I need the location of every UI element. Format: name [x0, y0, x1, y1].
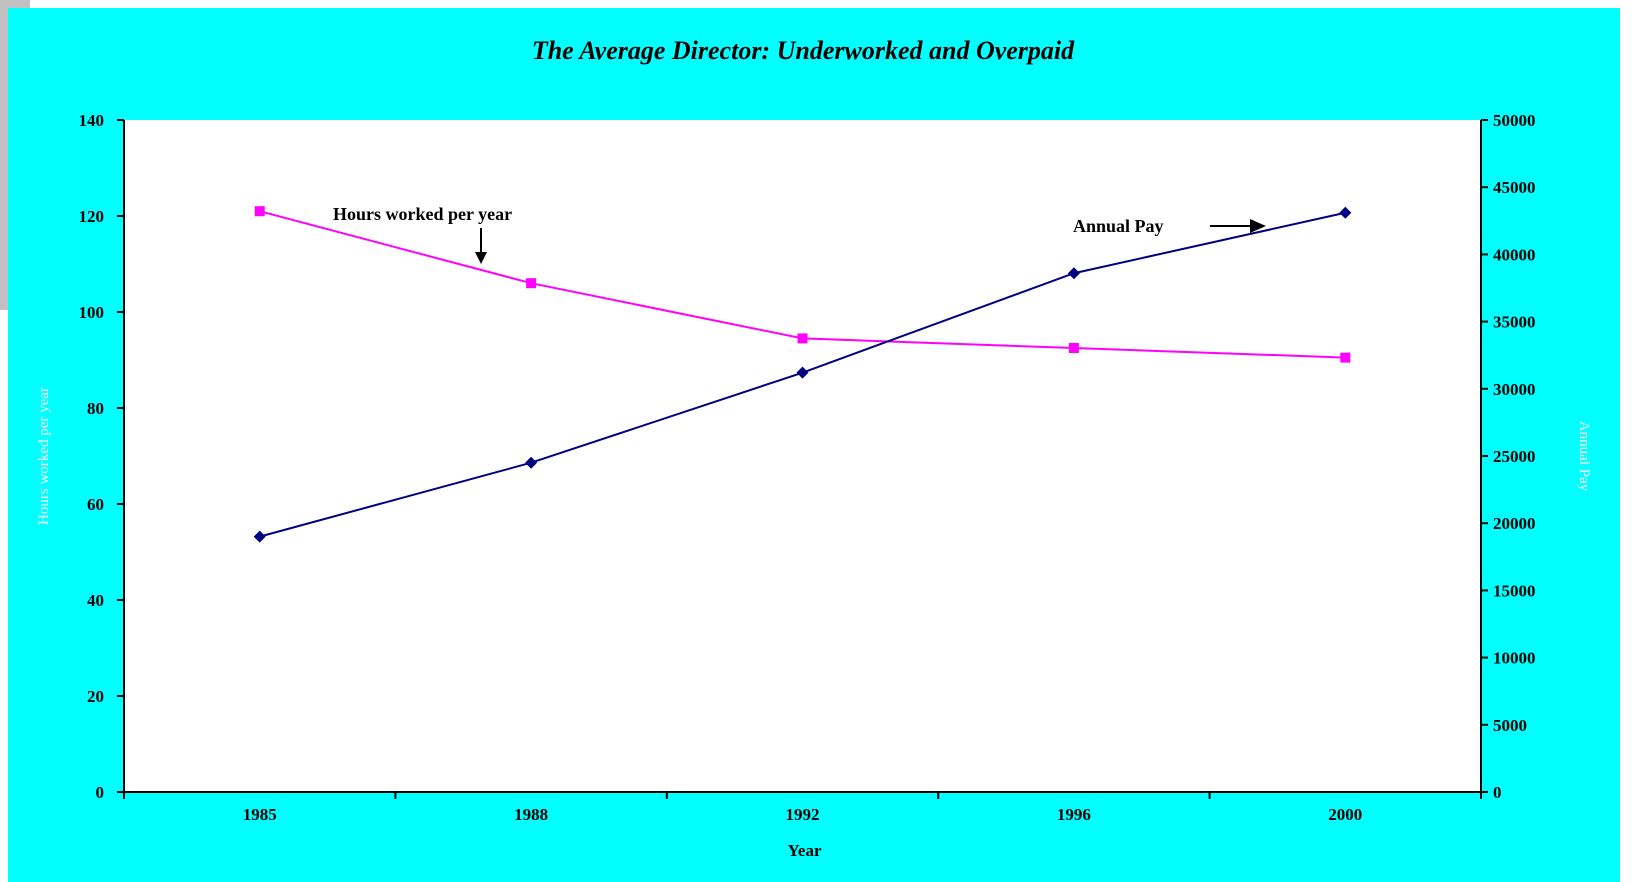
- right-tick-label: 30000: [1493, 380, 1536, 399]
- series-point-pay: [1067, 267, 1080, 280]
- annotation-pay: Annual Pay: [1073, 216, 1164, 236]
- right-tick-label: 10000: [1493, 649, 1536, 668]
- right-tick-label: 20000: [1493, 514, 1536, 533]
- series-point-pay: [253, 530, 266, 543]
- right-axis-label: Annual Pay: [1576, 421, 1592, 492]
- right-tick-label: 35000: [1493, 313, 1536, 332]
- series-point-pay: [796, 366, 809, 379]
- annotation-hours-arrowhead: [475, 252, 487, 264]
- left-tick-label: 60: [87, 495, 104, 514]
- right-tick-label: 15000: [1493, 581, 1536, 600]
- left-axis-label: Hours worked per year: [36, 387, 52, 525]
- x-axis-label: Year: [788, 841, 822, 860]
- left-tick-label: 20: [87, 687, 104, 706]
- left-tick-label: 80: [87, 399, 104, 418]
- annotation-pay-arrowhead: [1250, 219, 1266, 233]
- annotation-hours: Hours worked per year: [333, 204, 512, 224]
- left-tick-label: 120: [79, 207, 105, 226]
- series-point-hours: [797, 333, 808, 344]
- chart-title: The Average Director: Underworked and Ov…: [532, 36, 1075, 65]
- x-axis-ticks: 1985 1988 1992 1996 2000: [123, 792, 1482, 824]
- chart-right-edge: [1620, 0, 1635, 882]
- left-tick-label: 40: [87, 591, 104, 610]
- x-tick-label: 1996: [1057, 805, 1091, 824]
- series-lines: [253, 206, 1352, 543]
- series-point-hours: [1068, 343, 1079, 353]
- right-tick-label: 5000: [1493, 716, 1527, 735]
- x-tick-label: 2000: [1328, 805, 1362, 824]
- x-tick-label: 1992: [786, 805, 820, 824]
- x-tick-label: 1988: [514, 805, 548, 824]
- right-tick-label: 25000: [1493, 447, 1536, 466]
- plot-area: [124, 120, 1481, 792]
- left-tick-label: 140: [79, 111, 105, 130]
- right-tick-label: 50000: [1493, 111, 1536, 130]
- right-tick-label: 45000: [1493, 178, 1536, 197]
- series-point-pay: [1339, 206, 1352, 219]
- series-point-hours: [254, 206, 265, 217]
- right-axis-ticks: 0 5000 10000 15000 20000 25000 30000 35000 40000…: [1481, 111, 1536, 802]
- right-tick-label: 0: [1493, 783, 1502, 802]
- left-axis-ticks: 0 20 40 60 80 100 120 140: [79, 111, 124, 802]
- series-point-pay: [525, 456, 538, 469]
- series-point-hours: [1340, 352, 1351, 363]
- left-tick-label: 0: [96, 783, 105, 802]
- x-tick-label: 1985: [243, 805, 277, 824]
- right-tick-label: 40000: [1493, 245, 1536, 264]
- annotations: Hours worked per year Annual Pay: [333, 204, 1266, 264]
- series-point-hours: [526, 278, 537, 289]
- left-tick-label: 100: [79, 303, 105, 322]
